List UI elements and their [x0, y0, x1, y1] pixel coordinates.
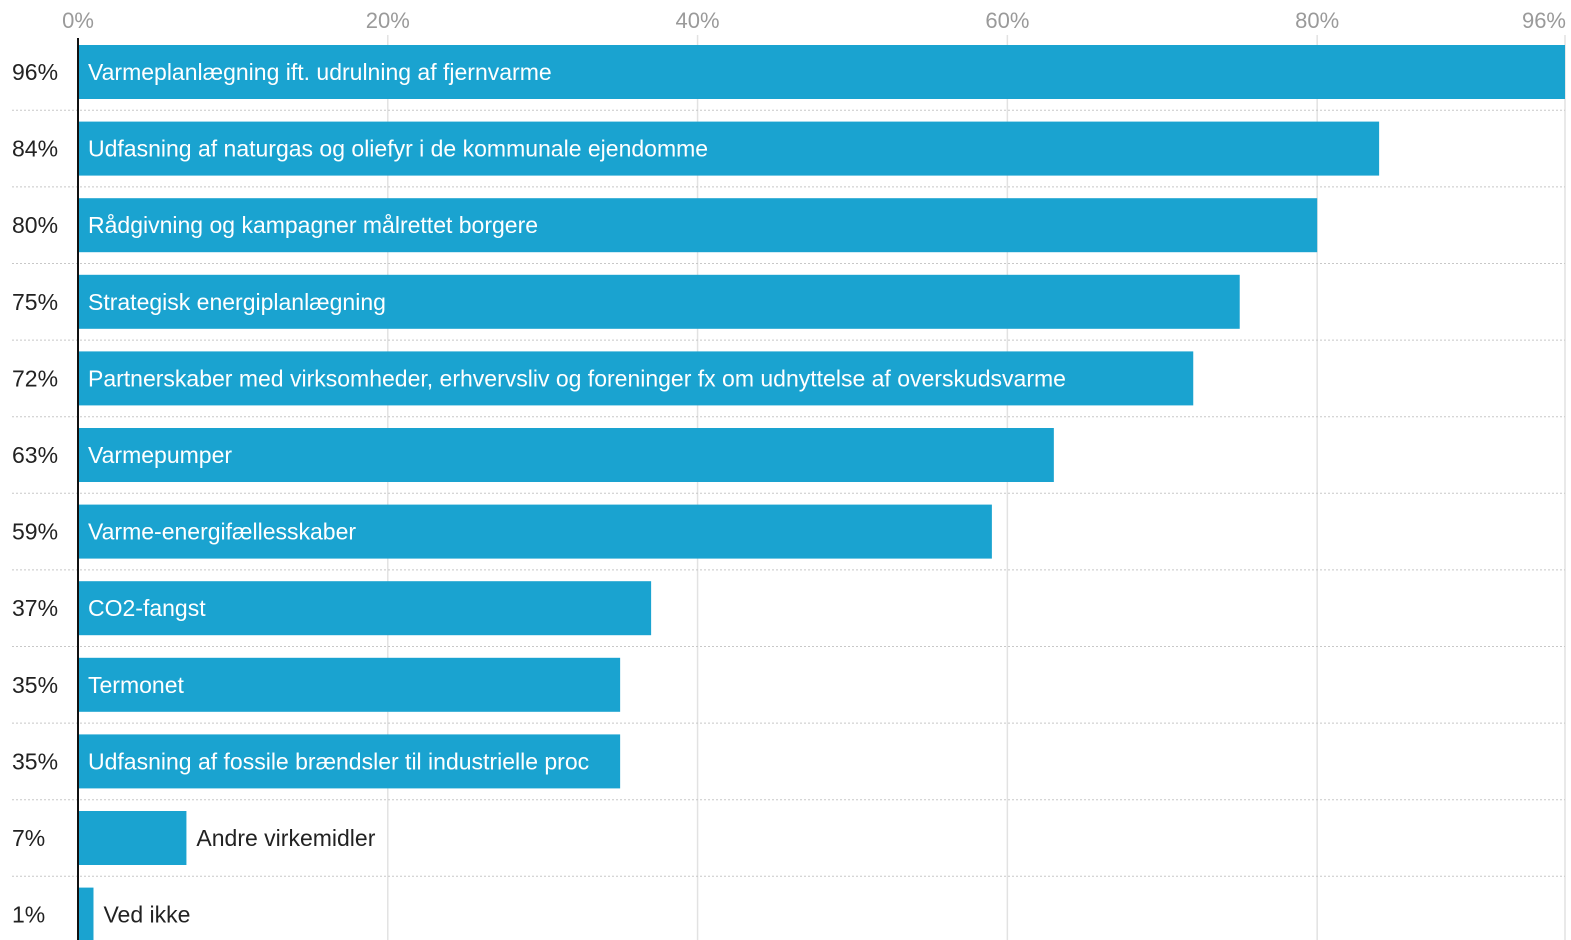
- bar: [78, 428, 1054, 482]
- bar: [78, 351, 1194, 406]
- category-label: Varmepumper: [88, 442, 232, 468]
- bar: [78, 274, 1240, 329]
- value-label: 35%: [12, 748, 58, 774]
- category-label: Rådgivning og kampagner målrettet borger…: [88, 212, 538, 238]
- x-tick-label: 96%: [1522, 8, 1566, 33]
- value-label: 1%: [12, 902, 45, 928]
- category-label: Strategisk energiplanlægning: [88, 289, 386, 315]
- value-label: 80%: [12, 212, 58, 238]
- x-tick-label: 80%: [1295, 8, 1339, 33]
- x-tick-label: 20%: [366, 8, 410, 33]
- bar: [78, 734, 621, 789]
- category-label: Ved ikke: [103, 902, 190, 928]
- value-label: 72%: [12, 365, 58, 391]
- value-label: 35%: [12, 672, 58, 698]
- category-label: Partnerskaber med virksomheder, erhvervs…: [88, 365, 1066, 391]
- bar: [78, 887, 94, 940]
- category-label: Udfasning af fossile brændsler til indus…: [88, 748, 589, 774]
- bar: [78, 811, 187, 865]
- bar: [78, 581, 652, 636]
- x-tick-label: 60%: [985, 8, 1029, 33]
- category-labels: Varmeplanlægning ift. udrulning af fjern…: [88, 59, 1066, 928]
- value-label: 75%: [12, 289, 58, 315]
- value-label: 96%: [12, 59, 58, 85]
- bar: [78, 45, 1565, 99]
- category-label: Udfasning af naturgas og oliefyr i de ko…: [88, 136, 708, 162]
- bars: [78, 45, 1565, 940]
- category-label: Andre virkemidler: [196, 825, 375, 851]
- grid-lines: [387, 35, 1566, 940]
- value-label: 59%: [12, 519, 58, 545]
- bar: [78, 121, 1380, 176]
- bar: [78, 504, 992, 559]
- x-tick-label: 40%: [676, 8, 720, 33]
- bar: [78, 198, 1318, 253]
- row-separators: [12, 109, 1565, 877]
- bar: [78, 657, 621, 712]
- value-label: 37%: [12, 595, 58, 621]
- category-label: Termonet: [88, 672, 184, 698]
- x-tick-label: 0%: [62, 8, 94, 33]
- category-label: CO2-fangst: [88, 595, 206, 621]
- category-label: Varmeplanlægning ift. udrulning af fjern…: [88, 59, 552, 85]
- value-labels: 96% 84% 80% 75% 72% 63% 59% 37% 35% 35% 7% 1%: [12, 59, 58, 928]
- value-label: 84%: [12, 136, 58, 162]
- category-label: Varme-energifællesskaber: [88, 519, 356, 545]
- value-label: 7%: [12, 825, 45, 851]
- value-label: 63%: [12, 442, 58, 468]
- x-axis-ticks: 0% 20% 40% 60% 80% 96%: [62, 8, 1566, 33]
